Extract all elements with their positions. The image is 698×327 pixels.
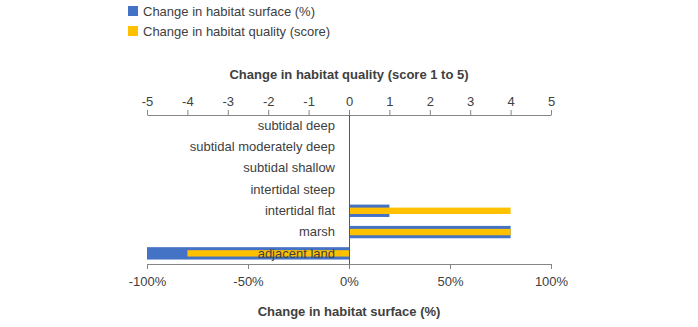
- tick-label: 4: [507, 94, 514, 109]
- tick: 3: [467, 94, 474, 115]
- axis-line: [349, 116, 350, 265]
- tick-label: intertidal steep: [250, 182, 335, 197]
- tick-mark: [147, 110, 148, 115]
- tick: -4: [182, 94, 194, 115]
- tick-label: intertidal flat: [265, 203, 335, 218]
- tick-mark: [147, 264, 148, 269]
- tick-mark: [248, 264, 249, 269]
- tick-label: 50%: [437, 274, 463, 289]
- tick-mark: [511, 110, 512, 115]
- legend-label: Change in habitat quality (score): [143, 24, 330, 39]
- tick-mark: [349, 264, 350, 269]
- tick: marsh: [299, 224, 349, 239]
- tick-label: 2: [427, 94, 434, 109]
- tick-label: -2: [263, 94, 275, 109]
- tick: 1: [386, 94, 393, 115]
- tick-label: 0: [346, 94, 353, 109]
- tick: subtidal moderately deep: [190, 139, 349, 154]
- tick-label: 3: [467, 94, 474, 109]
- tick-mark: [268, 110, 269, 115]
- tick-label: 0%: [340, 274, 359, 289]
- tick: -50%: [233, 264, 264, 289]
- legend-swatch: [128, 6, 138, 16]
- tick-label: subtidal deep: [258, 118, 335, 133]
- tick: 2: [427, 94, 434, 115]
- chart: -100% -50% 0% 50% 100% -5 -4 -3 -2 -1 0 1 2 3 4 5 subtid…: [0, 0, 698, 327]
- legend-item: Change in habitat quality (score): [128, 24, 330, 39]
- tick-mark: [470, 110, 471, 115]
- y-axis: subtidal deep subtidal moderately deep sub…: [190, 116, 350, 265]
- legend: Change in habitat surface (%) Change in h…: [128, 4, 330, 39]
- tick: intertidal steep: [250, 182, 349, 197]
- bar: [349, 229, 511, 235]
- tick-label: -3: [223, 94, 235, 109]
- tick-mark: [309, 110, 310, 115]
- tick: 5: [548, 94, 555, 115]
- tick-label: 1: [386, 94, 393, 109]
- tick-mark: [349, 110, 350, 115]
- x-axis: -100% -50% 0% 50% 100%: [129, 264, 569, 289]
- tick: subtidal shallow: [243, 160, 349, 175]
- tick-label: -1: [303, 94, 315, 109]
- x2-axis: -5 -4 -3 -2 -1 0 1 2 3 4 5: [142, 94, 555, 116]
- tick-label: -50%: [233, 274, 264, 289]
- tick: 50%: [437, 264, 463, 289]
- axis-title: Change in habitat surface (%): [258, 304, 441, 319]
- tick: adjacent land: [258, 246, 349, 261]
- tick: subtidal deep: [258, 118, 349, 133]
- tick-mark: [551, 264, 552, 269]
- legend-label: Change in habitat surface (%): [143, 4, 315, 19]
- axis-title: Change in habitat quality (score 1 to 5): [229, 67, 468, 82]
- tick: 0: [346, 94, 353, 115]
- tick: 100%: [535, 264, 569, 289]
- tick-mark: [430, 110, 431, 115]
- tick-mark: [450, 264, 451, 269]
- tick-mark: [228, 110, 229, 115]
- tick-mark: [389, 110, 390, 115]
- tick: intertidal flat: [265, 203, 349, 218]
- tick: 0%: [340, 264, 359, 289]
- tick: -100%: [129, 264, 167, 289]
- tick: -1: [303, 94, 315, 115]
- tick-label: 5: [548, 94, 555, 109]
- tick-label: subtidal moderately deep: [190, 139, 335, 154]
- tick-label: 100%: [535, 274, 569, 289]
- tick-label: -4: [182, 94, 194, 109]
- legend-swatch: [128, 26, 138, 36]
- legend-item: Change in habitat surface (%): [128, 4, 315, 19]
- tick: -3: [223, 94, 235, 115]
- tick: -2: [263, 94, 275, 115]
- tick-label: marsh: [299, 224, 335, 239]
- tick-mark: [187, 110, 188, 115]
- bar: [349, 208, 511, 214]
- tick-label: -100%: [129, 274, 167, 289]
- tick-mark: [551, 110, 552, 115]
- tick-label: subtidal shallow: [243, 160, 335, 175]
- tick-label: -5: [142, 94, 154, 109]
- tick-label: adjacent land: [258, 246, 335, 261]
- tick: -5: [142, 94, 154, 115]
- tick: 4: [507, 94, 514, 115]
- bar: [349, 226, 511, 238]
